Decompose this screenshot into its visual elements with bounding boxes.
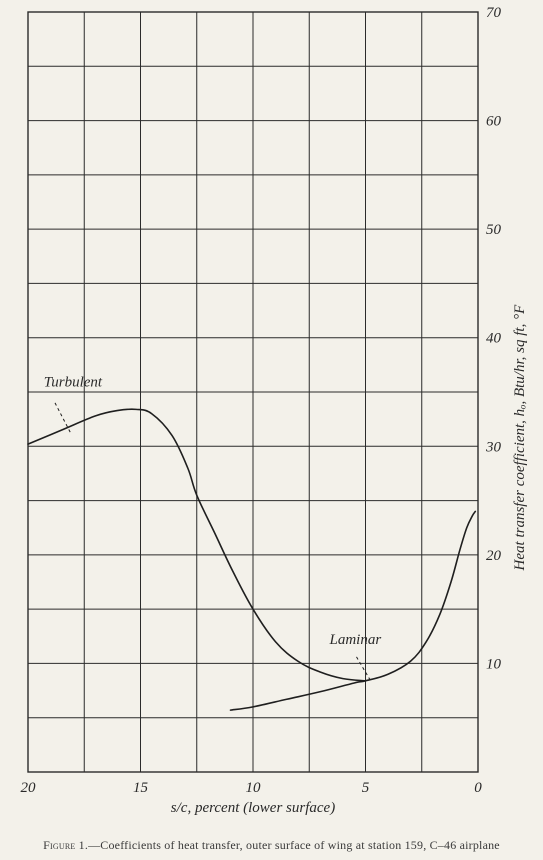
heat-transfer-chart: 20151050s/c, percent (lower surface)1020… bbox=[0, 0, 543, 825]
figure-caption: Figure 1.—Coefficients of heat transfer,… bbox=[0, 838, 543, 853]
svg-text:40: 40 bbox=[486, 331, 502, 347]
caption-text: —Coefficients of heat transfer, outer su… bbox=[88, 838, 500, 852]
laminar-label: Laminar bbox=[329, 632, 382, 648]
svg-text:20: 20 bbox=[486, 548, 502, 564]
svg-text:10: 10 bbox=[246, 780, 262, 796]
svg-text:s/c, percent (lower surface): s/c, percent (lower surface) bbox=[171, 800, 335, 816]
caption-prefix: Figure 1. bbox=[43, 838, 88, 852]
page: 20151050s/c, percent (lower surface)1020… bbox=[0, 0, 543, 860]
svg-text:5: 5 bbox=[362, 780, 370, 796]
svg-text:60: 60 bbox=[486, 114, 502, 130]
svg-text:30: 30 bbox=[485, 439, 502, 455]
svg-text:20: 20 bbox=[21, 780, 37, 796]
svg-text:Heat transfer coefficient, hₒ,: Heat transfer coefficient, hₒ, Btu/hr, s… bbox=[512, 304, 528, 572]
svg-text:50: 50 bbox=[486, 222, 502, 238]
svg-text:15: 15 bbox=[133, 780, 149, 796]
svg-text:70: 70 bbox=[486, 5, 502, 21]
svg-text:10: 10 bbox=[486, 656, 502, 672]
turbulent-label: Turbulent bbox=[44, 375, 103, 391]
svg-text:0: 0 bbox=[474, 780, 482, 796]
